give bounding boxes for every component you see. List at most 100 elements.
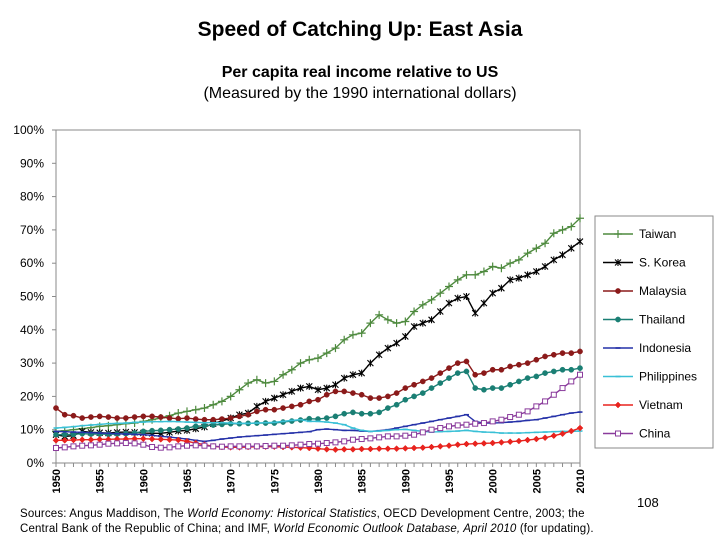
- data-point-taiwan: [514, 255, 523, 264]
- page-number: 108: [637, 495, 659, 510]
- data-point-thailand: [393, 401, 400, 408]
- data-point-thailand: [524, 375, 531, 381]
- data-point-thailand: [437, 380, 444, 386]
- x-tick-label: 1950: [51, 469, 63, 493]
- data-point-vietnam: [323, 445, 331, 453]
- data-point-thailand: [53, 431, 59, 438]
- data-point-taiwan: [174, 409, 183, 418]
- data-point-taiwan: [322, 349, 331, 358]
- x-tick-label: 2005: [531, 469, 543, 493]
- data-point-china: [218, 443, 225, 450]
- data-point-china: [568, 378, 575, 385]
- data-point-china: [131, 440, 138, 447]
- y-tick-label: 50%: [20, 290, 44, 304]
- x-tick-label: 1985: [357, 469, 369, 493]
- legend-label-vietnam: Vietnam: [639, 398, 683, 412]
- data-point-vietnam: [524, 436, 531, 444]
- y-tick-label: 20%: [20, 389, 44, 403]
- y-tick-label: 60%: [20, 256, 44, 270]
- data-point-china: [533, 403, 540, 410]
- data-point-s-korea: [480, 299, 488, 307]
- data-point-vietnam: [139, 435, 147, 443]
- data-point-thailand: [559, 366, 566, 373]
- legend-marker-thailand: [615, 316, 621, 323]
- data-point-malaysia: [61, 411, 68, 418]
- data-point-malaysia: [454, 360, 461, 366]
- legend-item-thailand: Thailand: [603, 313, 685, 327]
- data-point-china: [122, 440, 129, 447]
- data-point-thailand: [507, 381, 513, 388]
- data-point-taiwan: [235, 385, 244, 394]
- data-point-s-korea: [541, 263, 549, 271]
- data-point-china: [184, 442, 190, 449]
- legend-marker-vietnam: [614, 401, 622, 409]
- data-point-taiwan: [191, 405, 200, 414]
- data-point-china: [96, 441, 103, 448]
- data-point-taiwan: [252, 375, 261, 384]
- data-point-taiwan: [567, 222, 576, 231]
- data-point-taiwan: [523, 249, 532, 258]
- data-point-malaysia: [175, 415, 182, 422]
- data-point-china: [297, 441, 304, 448]
- data-point-china: [210, 443, 217, 450]
- data-point-malaysia: [446, 365, 452, 371]
- data-point-thailand: [454, 370, 461, 376]
- data-point-vietnam: [340, 445, 348, 453]
- data-point-malaysia: [79, 415, 86, 421]
- data-point-taiwan: [261, 379, 270, 388]
- data-point-malaysia: [140, 413, 147, 420]
- data-point-thailand: [358, 410, 365, 417]
- data-point-vietnam: [410, 444, 418, 452]
- legend-box: [594, 215, 714, 449]
- data-point-taiwan: [305, 355, 314, 364]
- chart-axes: 0% 10% 20% 30% 40% 50% 60% 70% 80% 90% 100% 1950 195…: [13, 123, 587, 493]
- data-point-taiwan: [427, 295, 436, 304]
- data-point-china: [201, 442, 208, 449]
- data-point-s-korea: [375, 351, 383, 359]
- data-point-taiwan: [506, 259, 515, 268]
- data-point-china: [507, 414, 514, 421]
- data-point-s-korea: [332, 381, 339, 389]
- legend-item-china: China: [603, 427, 671, 441]
- data-point-malaysia: [577, 348, 583, 355]
- data-point-vietnam: [498, 439, 505, 446]
- data-point-malaysia: [131, 414, 138, 420]
- data-point-thailand: [419, 390, 426, 396]
- y-tick-label: 0%: [27, 456, 45, 470]
- data-point-s-korea: [358, 369, 366, 377]
- data-point-china: [542, 398, 549, 405]
- data-point-malaysia: [245, 411, 251, 418]
- data-point-malaysia: [533, 356, 540, 363]
- data-point-china: [192, 442, 199, 449]
- data-point-taiwan: [497, 264, 506, 273]
- legend-item-philippines: Philippines: [603, 370, 697, 384]
- data-point-china: [315, 440, 321, 447]
- data-point-thailand: [472, 385, 479, 391]
- data-point-taiwan: [340, 335, 349, 344]
- data-point-vietnam: [506, 438, 514, 446]
- chart-legend: Taiwan S. Korea Malaysia Thailand Indonesia P…: [594, 215, 714, 449]
- data-point-china: [367, 435, 374, 442]
- data-point-malaysia: [550, 351, 557, 358]
- data-point-vietnam: [401, 444, 409, 452]
- data-point-taiwan: [418, 300, 427, 309]
- data-point-china: [411, 431, 418, 438]
- data-point-taiwan: [576, 214, 584, 223]
- data-point-thailand: [166, 426, 173, 433]
- x-tick-label: 1955: [95, 469, 107, 493]
- legend-item-s-korea: S. Korea: [603, 256, 686, 270]
- data-point-vietnam: [157, 436, 165, 443]
- data-point-taiwan: [392, 319, 401, 328]
- data-point-malaysia: [402, 385, 409, 391]
- data-point-china: [175, 443, 182, 450]
- data-point-china: [489, 418, 496, 425]
- data-point-s-korea: [524, 271, 531, 279]
- data-point-taiwan: [375, 310, 384, 319]
- plot-area-border: [55, 129, 581, 464]
- data-point-malaysia: [219, 416, 225, 422]
- data-point-china: [376, 434, 383, 441]
- data-point-thailand: [446, 375, 452, 381]
- data-point-taiwan: [287, 365, 296, 374]
- data-point-china: [140, 441, 147, 448]
- data-point-thailand: [96, 431, 103, 437]
